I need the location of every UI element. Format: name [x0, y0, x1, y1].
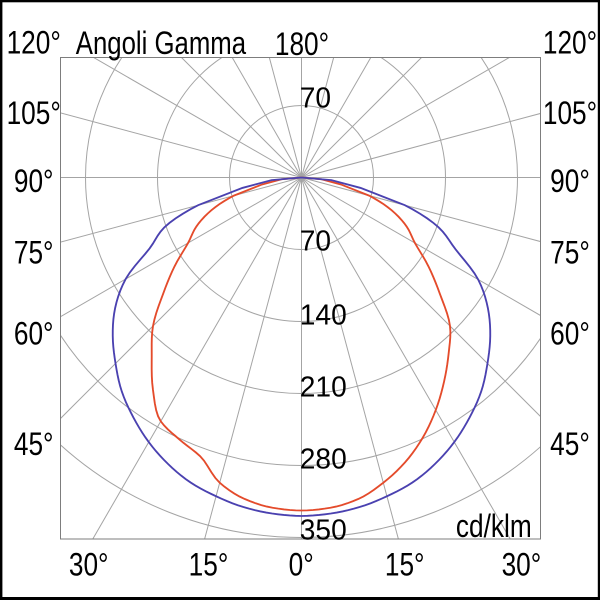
svg-text:105°: 105° — [7, 96, 61, 131]
svg-text:210: 210 — [300, 371, 347, 403]
svg-text:75°: 75° — [14, 236, 54, 271]
svg-text:45°: 45° — [550, 428, 590, 463]
svg-text:75°: 75° — [550, 236, 590, 271]
svg-text:105°: 105° — [543, 96, 597, 131]
svg-text:70: 70 — [300, 82, 331, 114]
svg-text:90°: 90° — [550, 165, 590, 200]
svg-text:30°: 30° — [502, 548, 542, 583]
svg-text:140: 140 — [300, 299, 347, 331]
svg-text:15°: 15° — [189, 548, 229, 583]
svg-text:45°: 45° — [14, 428, 54, 463]
svg-text:280: 280 — [300, 443, 347, 475]
svg-text:70: 70 — [300, 225, 331, 257]
svg-text:120°: 120° — [7, 26, 61, 61]
svg-text:30°: 30° — [69, 548, 109, 583]
svg-text:90°: 90° — [14, 165, 54, 200]
svg-text:0°: 0° — [289, 548, 314, 583]
svg-text:120°: 120° — [543, 26, 597, 61]
svg-text:15°: 15° — [385, 548, 425, 583]
svg-text:Angoli Gamma: Angoli Gamma — [76, 26, 247, 61]
svg-text:cd/klm: cd/klm — [456, 510, 532, 545]
svg-text:180°: 180° — [275, 28, 329, 63]
svg-text:60°: 60° — [14, 317, 54, 352]
svg-text:60°: 60° — [550, 317, 590, 352]
svg-text:350: 350 — [300, 514, 347, 546]
